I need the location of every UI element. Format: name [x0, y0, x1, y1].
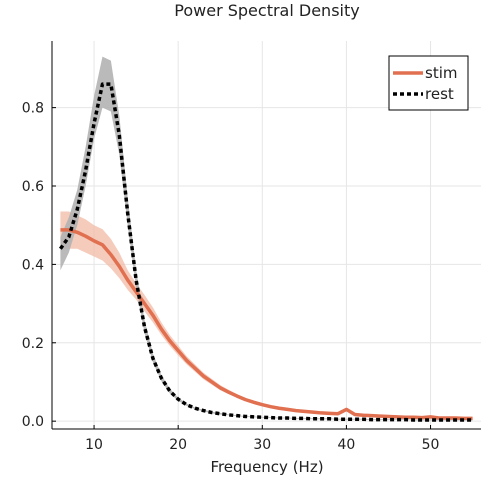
x-tick-label: 30	[253, 437, 271, 453]
chart-title: Power Spectral Density	[174, 1, 359, 20]
series-lines	[58, 82, 473, 422]
y-tick-labels: 0.0 0.2 0.4 0.6 0.8	[22, 101, 44, 431]
y-tick-label: 0.6	[22, 179, 44, 195]
y-tick-label: 0.8	[22, 101, 44, 117]
x-tick-labels: 10 20 30 40 50	[85, 437, 439, 453]
y-tick-label: 0.2	[22, 336, 44, 352]
x-tick-label: 50	[422, 437, 440, 453]
x-tick-label: 40	[337, 437, 355, 453]
legend-label-rest: rest	[425, 85, 454, 103]
y-tick-label: 0.4	[22, 257, 44, 273]
y-tick-label: 0.0	[22, 414, 44, 430]
band-stim	[60, 211, 473, 420]
legend-box	[388, 55, 469, 111]
line-rest	[58, 82, 473, 422]
x-tick-label: 20	[169, 437, 187, 453]
x-axis-label: Frequency (Hz)	[210, 458, 323, 476]
axes	[51, 41, 481, 430]
legend: stim rest	[388, 55, 469, 111]
band-rest	[60, 56, 473, 421]
legend-label-stim: stim	[425, 64, 457, 82]
x-tick-label: 10	[85, 437, 103, 453]
line-stim	[60, 228, 473, 421]
confidence-bands	[60, 56, 473, 421]
